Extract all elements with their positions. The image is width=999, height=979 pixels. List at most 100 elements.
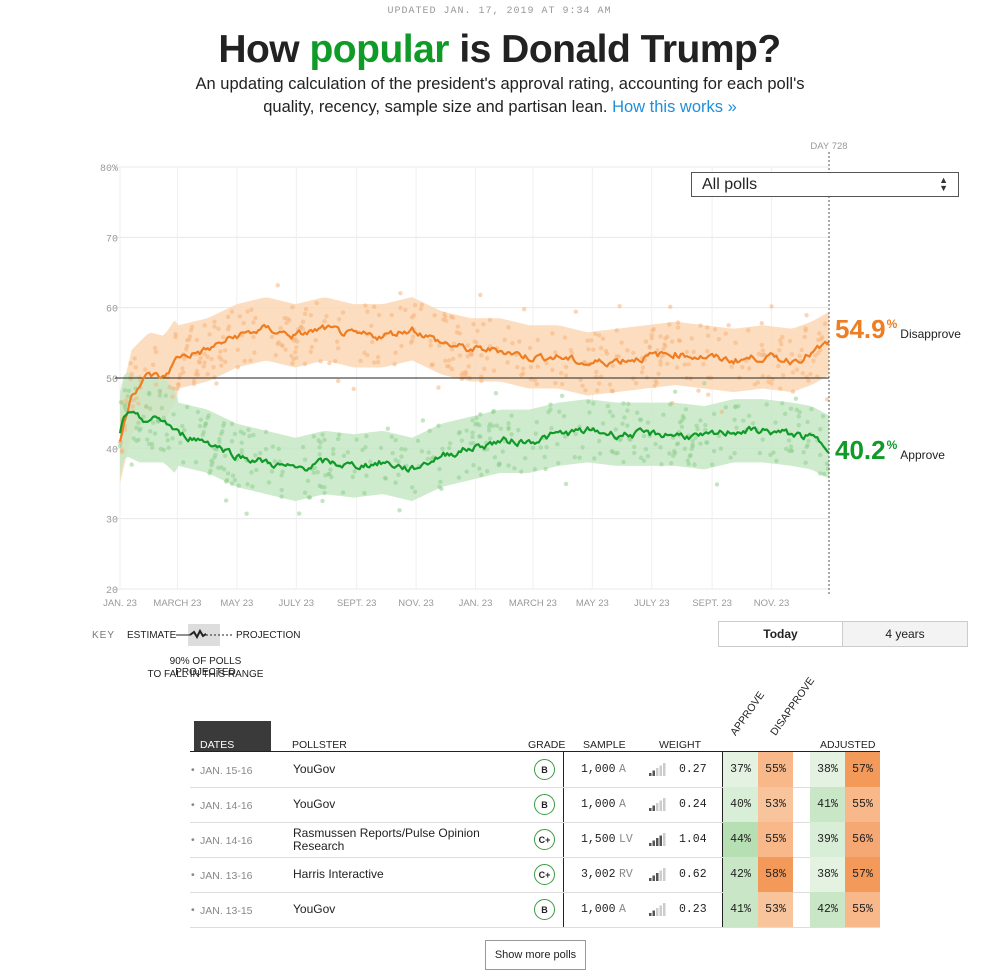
approve-poll-dot [546,409,551,415]
table-row[interactable]: • JAN. 13-16 Harris Interactive C+ 3,002 RV 0.… [190,857,880,893]
approve-poll-dot [821,471,827,477]
disapprove-poll-dot [804,313,809,318]
toggle-4-years[interactable]: 4 years [842,621,968,647]
disapprove-poll-dot [191,378,197,383]
approve-poll-dot [703,427,708,433]
poll-filter-select[interactable]: All polls ▲ ▼ [691,172,959,197]
row-pollster[interactable]: YouGov [293,902,336,916]
approve-poll-dot [470,434,475,440]
approve-poll-dot [692,462,697,467]
x-tick-label: JAN. 23 [103,598,137,609]
disapprove-poll-dot [459,376,465,382]
disapprove-poll-dot [688,376,693,381]
approve-poll-dot [195,409,201,415]
approve-poll-dot [230,473,236,478]
approve-poll-dot [704,440,709,445]
key-estimate: ESTIMATE [127,630,177,641]
approve-poll-dot [459,438,465,443]
approve-poll-dot [620,421,625,426]
approve-poll-dot [317,445,322,450]
disapprove-poll-dot [294,345,299,350]
disapprove-poll-dot [619,340,624,345]
disapprove-poll-dot [269,334,275,340]
approve-poll-dot [679,418,685,423]
approve-poll-dot [302,490,308,495]
row-weight: 0.27 [679,763,707,776]
how-this-works-link[interactable]: How this works » [612,98,737,116]
disapprove-poll-dot [658,362,663,367]
row-pollster[interactable]: YouGov [293,797,336,811]
row-bullet-icon: • [191,869,195,881]
approve-poll-dot [805,443,810,448]
row-weight: 0.24 [679,798,707,811]
approve-poll-dot [732,417,737,422]
row-grade-badge: C+ [534,829,555,850]
approve-poll-dot [695,426,700,432]
approve-poll-dot [378,445,384,451]
row-sample: 1,000 [581,763,616,776]
title-highlight: popular [309,28,449,71]
disapprove-poll-dot [819,335,825,340]
approve-poll-dot [141,414,146,419]
approve-trend-line [118,410,830,473]
approve-poll-dot [150,420,156,425]
disapprove-poll-dot [824,397,830,402]
disapprove-poll-dot [563,364,569,370]
toggle-today[interactable]: Today [718,621,843,647]
disapprove-poll-dot [327,360,332,366]
page-title: How popular is Donald Trump? [0,28,999,72]
table-row[interactable]: • JAN. 14-16 Rasmussen Reports/Pulse Opini… [190,822,880,858]
disapprove-poll-dot [808,371,813,377]
disapprove-poll-dot [569,351,575,356]
approve-poll-dot [783,446,789,451]
row-pollster[interactable]: Harris Interactive [293,867,384,881]
row-adj-approve: 41% [810,787,845,822]
table-row[interactable]: • JAN. 14-16 YouGov B 1,000 A 0.24 40% 53% 41% 55% [190,787,880,823]
show-more-polls-button[interactable]: Show more polls [485,940,586,970]
disapprove-poll-dot [322,319,327,324]
approve-poll-dot [364,433,369,439]
disapprove-poll-dot [802,334,807,340]
disapprove-poll-dot [409,338,415,343]
disapprove-poll-dot [371,360,377,365]
disapprove-poll-dot [370,339,375,345]
approve-poll-dot [561,414,567,419]
approve-poll-dot [208,468,213,473]
row-pollster[interactable]: Rasmussen Reports/Pulse Opinion Research [293,826,480,853]
disapprove-poll-dot [290,304,295,310]
disapprove-poll-dot [609,388,615,394]
approve-poll-dot [491,408,497,414]
disapprove-poll-dot [253,315,258,321]
disapprove-poll-dot [429,362,434,368]
disapprove-poll-dot [308,312,314,318]
approve-poll-dot [493,391,499,396]
approve-poll-dot [163,393,168,398]
disapprove-poll-dot [436,385,441,390]
approve-poll-dot [213,452,218,458]
disapprove-poll-dot [653,379,658,384]
row-adj-disapprove: 55% [845,892,880,927]
updated-timestamp: UPDATED JAN. 17, 2019 AT 9:34 AM [387,6,612,17]
disapprove-poll-dot [212,324,217,329]
disapprove-poll-dot [478,292,483,298]
disapprove-poll-dot [766,379,771,385]
disapprove-poll-dot [403,307,408,313]
row-dates: JAN. 14-16 [200,800,253,812]
disapprove-poll-dot [451,341,457,346]
title-pre: How [218,28,310,71]
table-row[interactable]: • JAN. 15-16 YouGov B 1,000 A 0.27 37% 55% 38% 57% [190,752,880,788]
disapprove-poll-dot [614,328,619,333]
dates-header-tab[interactable] [194,721,271,751]
approve-poll-dot [393,480,398,485]
row-pollster[interactable]: YouGov [293,762,336,776]
table-row[interactable]: • JAN. 13-15 YouGov B 1,000 A 0.23 41% 53% 42% 55% [190,892,880,928]
disapprove-poll-dot [759,320,765,326]
disapprove-poll-dot [631,350,636,356]
disapprove-poll-dot [684,349,690,355]
approve-poll-dot [345,450,351,455]
disapprove-poll-dot [294,355,299,360]
approve-poll-dot [246,427,251,432]
row-sample: 1,000 [581,798,616,811]
approve-poll-dot [181,460,186,465]
